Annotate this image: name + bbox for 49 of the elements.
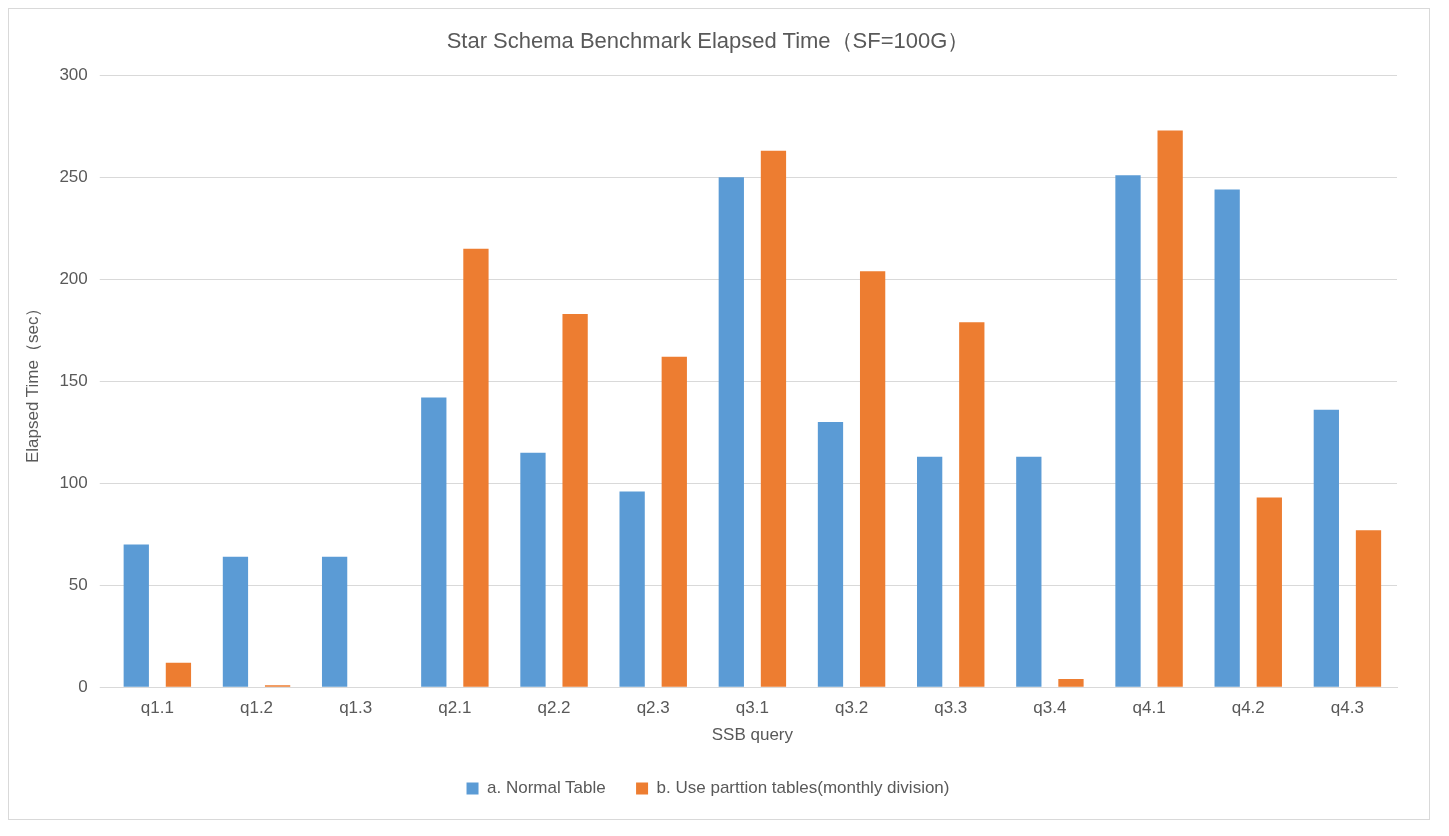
x-tick-label: q3.4: [1033, 698, 1067, 718]
y-axis-title: Elapsed Time（sec）: [22, 299, 42, 464]
bar: [959, 322, 985, 687]
bar: [1214, 189, 1240, 687]
bar: [619, 491, 645, 687]
bar: [123, 544, 149, 687]
x-tick-label: q4.1: [1132, 698, 1166, 718]
bar: [222, 556, 249, 687]
bar: [321, 556, 348, 687]
bar: [1256, 497, 1282, 687]
x-tick-label: q4.2: [1231, 698, 1265, 718]
y-tick-label: 250: [59, 167, 88, 187]
x-tick-label: q1.2: [239, 698, 274, 718]
bar: [760, 150, 787, 687]
bar: [562, 314, 588, 687]
bar: [817, 422, 844, 687]
bar: [661, 356, 687, 687]
y-tick-label: 300: [59, 65, 88, 85]
bar: [463, 248, 489, 687]
y-tick-label: 100: [59, 472, 88, 492]
y-tick-label: 200: [59, 269, 88, 289]
bar: [421, 397, 447, 687]
x-tick-label: q1.1: [140, 698, 174, 718]
bar: [165, 662, 192, 687]
y-tick-label: 0: [78, 676, 88, 696]
chart-title: Star Schema Benchmark Elapsed Time（SF=100G）: [446, 28, 970, 54]
legend-label: b. Use parttion tables(monthly division): [656, 778, 950, 798]
x-tick-label: q2.2: [537, 698, 571, 718]
bar: [917, 456, 943, 687]
bar: [718, 177, 744, 687]
bar: [1157, 130, 1183, 687]
x-tick-label: q1.3: [339, 698, 373, 718]
x-tick-label: q2.1: [438, 698, 472, 718]
bar: [1115, 175, 1141, 687]
legend-label: a. Normal Table: [487, 778, 606, 798]
x-tick-label: q2.3: [636, 698, 670, 718]
x-tick-label: q3.1: [735, 698, 769, 718]
bar: [859, 271, 886, 687]
x-tick-label: q3.2: [835, 698, 869, 718]
bar: [1313, 409, 1339, 687]
x-tick-label: q3.3: [934, 698, 968, 718]
bar: [1016, 456, 1042, 687]
bar: [1355, 530, 1382, 687]
y-tick-label: 150: [59, 370, 88, 390]
bar: [520, 452, 546, 687]
bar: [1058, 679, 1084, 687]
y-tick-label: 50: [68, 574, 88, 594]
x-tick-label: q4.3: [1330, 698, 1364, 718]
x-axis-title: SSB query: [711, 725, 794, 745]
